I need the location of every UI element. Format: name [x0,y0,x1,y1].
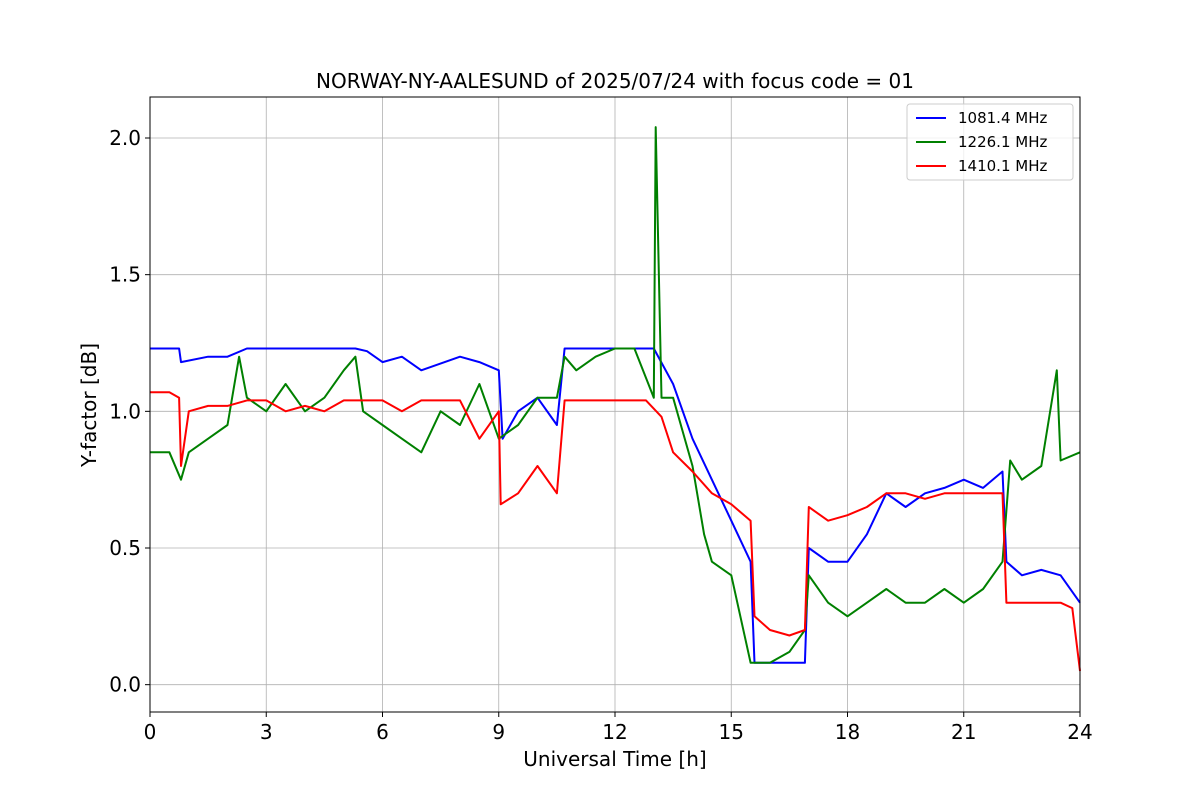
x-axis-label: Universal Time [h] [523,747,706,771]
x-tick-label: 3 [260,720,273,744]
legend-label: 1081.4 MHz [958,109,1047,127]
chart-title: NORWAY-NY-AALESUND of 2025/07/24 with fo… [316,69,914,93]
x-tick-label: 15 [719,720,744,744]
x-tick-label: 0 [144,720,157,744]
legend-box [906,103,1074,181]
y-tick-label: 2.0 [109,126,141,150]
series-layer [150,126,1081,672]
x-tick-label: 9 [492,720,505,744]
series-line-2 [150,391,1081,672]
x-tick-label: 6 [376,720,389,744]
legend-label: 1410.1 MHz [958,157,1047,175]
x-tick-label: 24 [1067,720,1092,744]
x-tick-label: 21 [951,720,976,744]
series-line-1 [150,126,1081,664]
x-tick-label: 12 [602,720,627,744]
y-tick-label: 1.5 [109,263,141,287]
y-tick-label: 0.5 [109,536,141,560]
y-axis-label: Y-factor [dB] [77,343,101,468]
grid [149,97,1081,712]
axis-ticks: 0 3 6 9 12 15 18 21 24 0.0 0.5 1.0 1.5 2.0 [109,126,1093,744]
legend: 1081.4 MHz 1226.1 MHz 1410.1 MHz [906,103,1074,181]
y-tick-label: 1.0 [109,399,141,423]
x-tick-label: 18 [835,720,860,744]
y-tick-label: 0.0 [109,673,141,697]
legend-label: 1226.1 MHz [958,133,1047,151]
